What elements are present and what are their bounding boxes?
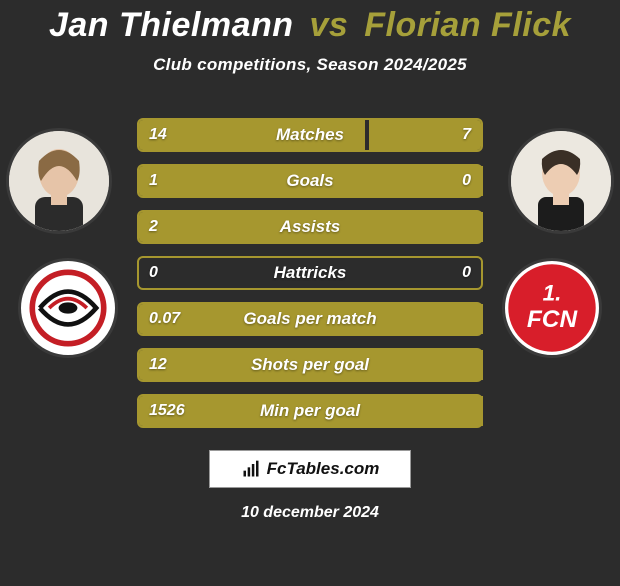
stat-row: 1526Min per goal <box>137 394 483 428</box>
stat-label: Goals per match <box>137 302 483 336</box>
stat-label: Assists <box>137 210 483 244</box>
vs-text: vs <box>309 6 348 44</box>
site-name: FcTables.com <box>267 459 380 479</box>
stat-row: 2Assists <box>137 210 483 244</box>
stat-row: 0.07Goals per match <box>137 302 483 336</box>
subtitle: Club competitions, Season 2024/2025 <box>0 55 620 75</box>
stat-label: Goals <box>137 164 483 198</box>
site-badge: FcTables.com <box>209 450 411 488</box>
stat-row: 147Matches <box>137 118 483 152</box>
chart-icon <box>241 459 261 479</box>
stat-label: Min per goal <box>137 394 483 428</box>
stat-label: Matches <box>137 118 483 152</box>
stat-row: 12Shots per goal <box>137 348 483 382</box>
stats-list: 147Matches 10Goals 2Assists 00Hattricks 0.07… <box>0 118 620 440</box>
date: 10 december 2024 <box>0 504 620 522</box>
stat-label: Hattricks <box>137 256 483 290</box>
stat-row: 10Goals <box>137 164 483 198</box>
player1-name: Jan Thielmann <box>49 6 294 44</box>
player2-name: Florian Flick <box>364 6 571 44</box>
stat-label: Shots per goal <box>137 348 483 382</box>
comparison-title: Jan Thielmann vs Florian Flick <box>0 6 620 45</box>
stat-row: 00Hattricks <box>137 256 483 290</box>
